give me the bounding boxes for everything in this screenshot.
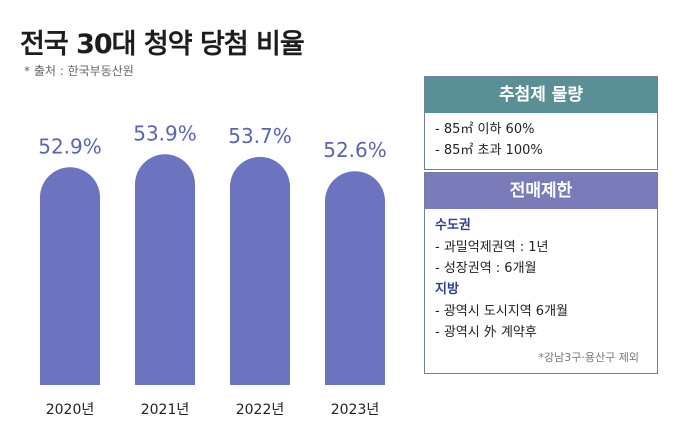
category-label: 2020년 [46,402,95,418]
restriction-item: - 과밀억제권역 : 1년 [435,240,549,255]
category-label: 2023년 [331,402,380,418]
bar-2022년 [230,156,290,385]
exclusion-note: *강남3구·용산구 제외 [538,351,639,364]
lottery-volume-panel: 추첨제 물량 - 85㎡ 이하 60% - 85㎡ 초과 100% [424,76,658,170]
category-label: 2021년 [141,402,190,418]
resale-restriction-panel: 전매제한 수도권 - 과밀억제권역 : 1년 - 성장권역 : 6개월 지방 -… [424,172,658,374]
lottery-item: - 85㎡ 이하 60% [435,122,535,137]
source-note: * 출처 : 한국부동산원 [24,64,134,78]
region-heading-local: 지방 [435,282,459,297]
bar-2020년 [40,167,100,385]
value-label: 53.7% [228,124,292,148]
value-label: 52.9% [38,134,102,158]
restriction-item: - 광역시 도시지역 6개월 [435,304,568,319]
value-label: 53.9% [133,121,197,145]
resale-restriction-body: 수도권 - 과밀억제권역 : 1년 - 성장권역 : 6개월 지방 - 광역시 … [425,209,657,373]
chart-title: 전국 30대 청약 당첨 비율 [20,29,305,60]
resale-restriction-title: 전매제한 [425,173,657,209]
restriction-item: - 성장권역 : 6개월 [435,261,537,276]
bar-2023년 [325,171,385,385]
value-label: 52.6% [323,138,387,162]
category-label: 2022년 [236,402,285,418]
region-heading-capital: 수도권 [435,218,471,233]
lottery-item: - 85㎡ 초과 100% [435,143,543,158]
lottery-volume-title: 추첨제 물량 [425,77,657,113]
bar-2021년 [135,154,195,385]
bar-chart: 52.9% 2020년 53.9% 2021년 53.7% 2022년 52.6% 2023년 [38,121,387,418]
lottery-volume-body: - 85㎡ 이하 60% - 85㎡ 초과 100% [425,113,657,169]
restriction-item: - 광역시 外 계약후 [435,325,537,340]
